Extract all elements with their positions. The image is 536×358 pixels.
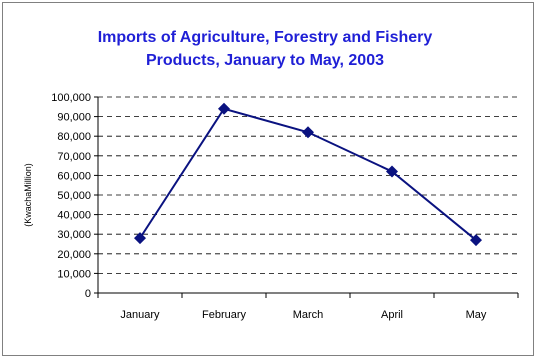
y-tick-label: 100,000 xyxy=(51,92,91,104)
x-tick-label: May xyxy=(466,309,487,321)
x-axis-ticks: January February March April May xyxy=(97,293,519,321)
data-point xyxy=(134,232,146,245)
y-tick-label: 40,000 xyxy=(57,210,91,222)
data-point xyxy=(470,234,482,247)
data-point xyxy=(218,102,230,115)
chart-title-line-1: Imports of Agriculture, Forestry and Fis… xyxy=(98,29,433,46)
y-tick-label: 90,000 xyxy=(57,112,91,124)
y-tick-label: 20,000 xyxy=(57,249,91,261)
y-tick-label: 70,000 xyxy=(57,151,91,163)
x-tick-label: March xyxy=(293,309,324,321)
y-tick-label: 0 xyxy=(85,288,91,300)
y-tick-label: 50,000 xyxy=(57,190,91,202)
data-point xyxy=(386,165,398,178)
chart-title-line-2: Products, January to May, 2003 xyxy=(146,52,384,69)
y-tick-label: 10,000 xyxy=(57,268,91,280)
y-tick-label: 60,000 xyxy=(57,170,91,182)
y-tick-label: 80,000 xyxy=(57,131,91,143)
x-tick-label: February xyxy=(202,309,247,321)
y-axis-ticks: 0 10,000 20,000 30,000 40,000 50,000 60,000 70,… xyxy=(51,92,98,300)
y-axis-label: (KwachaMillion) xyxy=(23,163,33,227)
y-tick-label: 30,000 xyxy=(57,229,91,241)
x-tick-label: January xyxy=(120,309,160,321)
data-point xyxy=(302,126,314,139)
x-tick-label: April xyxy=(381,309,403,321)
line-chart: Imports of Agriculture, Forestry and Fis… xyxy=(23,29,519,321)
series-markers xyxy=(134,102,482,247)
gridlines xyxy=(98,96,518,274)
